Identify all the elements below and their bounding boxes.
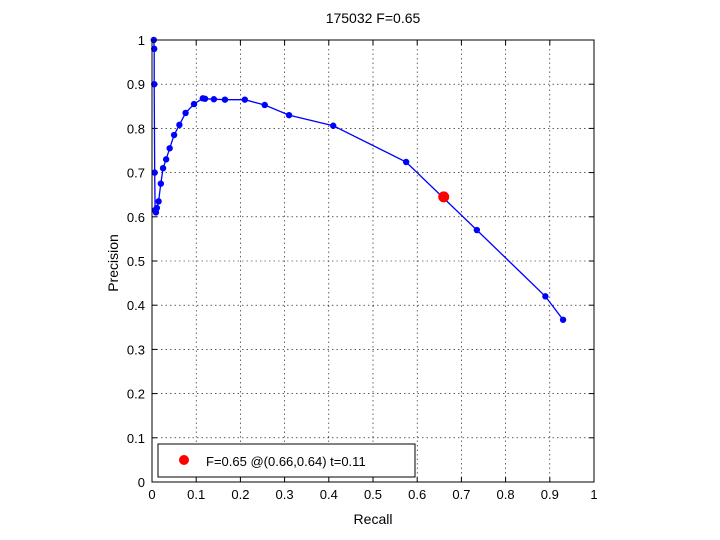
y-tick-label: 0.7 [127, 166, 145, 181]
data-point [162, 156, 170, 163]
data-point [176, 121, 183, 129]
y-tick-label: 0.6 [127, 210, 145, 225]
plot-frame [151, 39, 595, 483]
y-tick-label: 0.9 [127, 77, 145, 92]
data-point [285, 111, 293, 119]
data-point [151, 81, 158, 88]
legend: F=0.65 @(0.66,0.64) t=0.11 [157, 443, 416, 478]
x-tick-label: 1 [590, 487, 597, 502]
x-tick-label: 0.8 [497, 487, 515, 502]
data-point [159, 164, 167, 172]
data-point [151, 169, 158, 176]
data-point [155, 198, 162, 205]
y-tick-label: 0.2 [127, 387, 145, 402]
x-tick-label: 0.1 [187, 487, 205, 502]
y-tick-label: 0.1 [127, 431, 145, 446]
y-axis-label: Precision [105, 234, 121, 292]
data-point [210, 96, 218, 103]
x-tick-label: 0.7 [452, 487, 470, 502]
x-tick-label: 0.6 [408, 487, 426, 502]
y-tick-label: 0.5 [127, 254, 145, 269]
y-tick-label: 0.8 [127, 121, 145, 136]
chart-title: 175032 F=0.65 [326, 10, 421, 26]
best-f-point [438, 191, 450, 203]
data-point [559, 316, 567, 323]
axis-ticks: 0 0.1 0.2 0.3 0.4 0.5 0.6 0.7 0.8 0.9 1 0 0.1 0.2 0.3 0… [127, 33, 598, 502]
x-tick-label: 0 [148, 487, 155, 502]
data-point [182, 109, 189, 117]
data-point [157, 180, 165, 187]
data-point [170, 131, 178, 139]
data-point [402, 158, 410, 166]
grid [152, 40, 594, 482]
x-axis-label: Recall [354, 511, 393, 527]
x-tick-label: 0.2 [231, 487, 249, 502]
data-point [151, 45, 158, 53]
data-point [190, 100, 198, 108]
x-tick-label: 0.5 [364, 487, 382, 502]
data-point [221, 96, 229, 103]
y-tick-label: 0 [138, 475, 145, 490]
legend-box [157, 443, 416, 478]
data-point [241, 96, 249, 103]
y-tick-label: 1 [138, 33, 145, 48]
data-point [166, 145, 173, 152]
data-point [542, 293, 549, 300]
legend-marker [179, 455, 189, 465]
data-point [330, 122, 337, 129]
data-point [201, 95, 209, 102]
data-point [153, 204, 161, 212]
data-point [473, 226, 481, 234]
data-point [261, 101, 268, 109]
x-tick-label: 0.4 [320, 487, 338, 502]
x-tick-label: 0.3 [276, 487, 294, 502]
x-tick-label: 0.9 [541, 487, 559, 502]
y-tick-label: 0.4 [127, 298, 145, 313]
y-tick-label: 0.3 [127, 342, 145, 357]
series-layer [150, 36, 567, 323]
legend-label: F=0.65 @(0.66,0.64) t=0.11 [206, 454, 366, 469]
